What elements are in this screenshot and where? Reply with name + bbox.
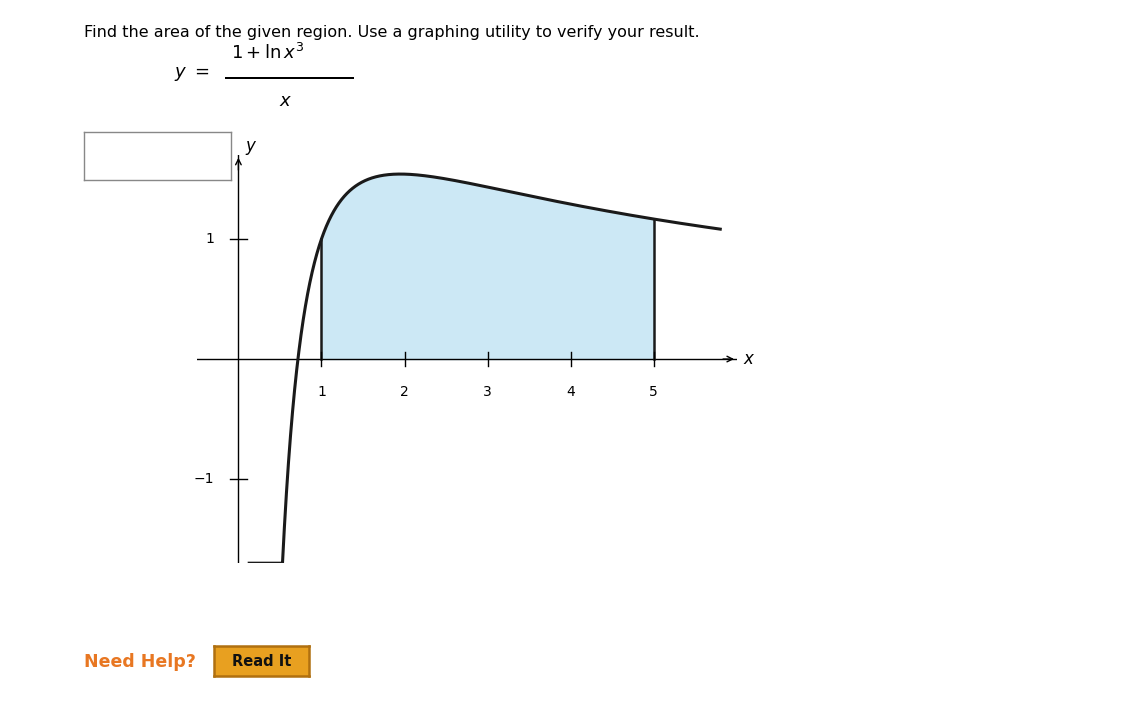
- Text: $1 + \ln x^3$: $1 + \ln x^3$: [231, 43, 304, 63]
- Text: 2: 2: [400, 385, 410, 398]
- Text: −1: −1: [193, 472, 214, 486]
- Text: $y\ =$: $y\ =$: [174, 65, 210, 83]
- Text: Need Help?: Need Help?: [84, 653, 196, 671]
- Text: 3: 3: [484, 385, 492, 398]
- Text: x: x: [744, 350, 754, 368]
- Text: 5: 5: [649, 385, 658, 398]
- Text: 4: 4: [566, 385, 575, 398]
- Text: y: y: [245, 137, 255, 155]
- Text: $x$: $x$: [279, 92, 292, 110]
- Text: Read It: Read It: [232, 653, 291, 669]
- Text: 1: 1: [205, 232, 214, 246]
- Text: 1: 1: [317, 385, 326, 398]
- Text: Find the area of the given region. Use a graphing utility to verify your result.: Find the area of the given region. Use a…: [84, 25, 700, 39]
